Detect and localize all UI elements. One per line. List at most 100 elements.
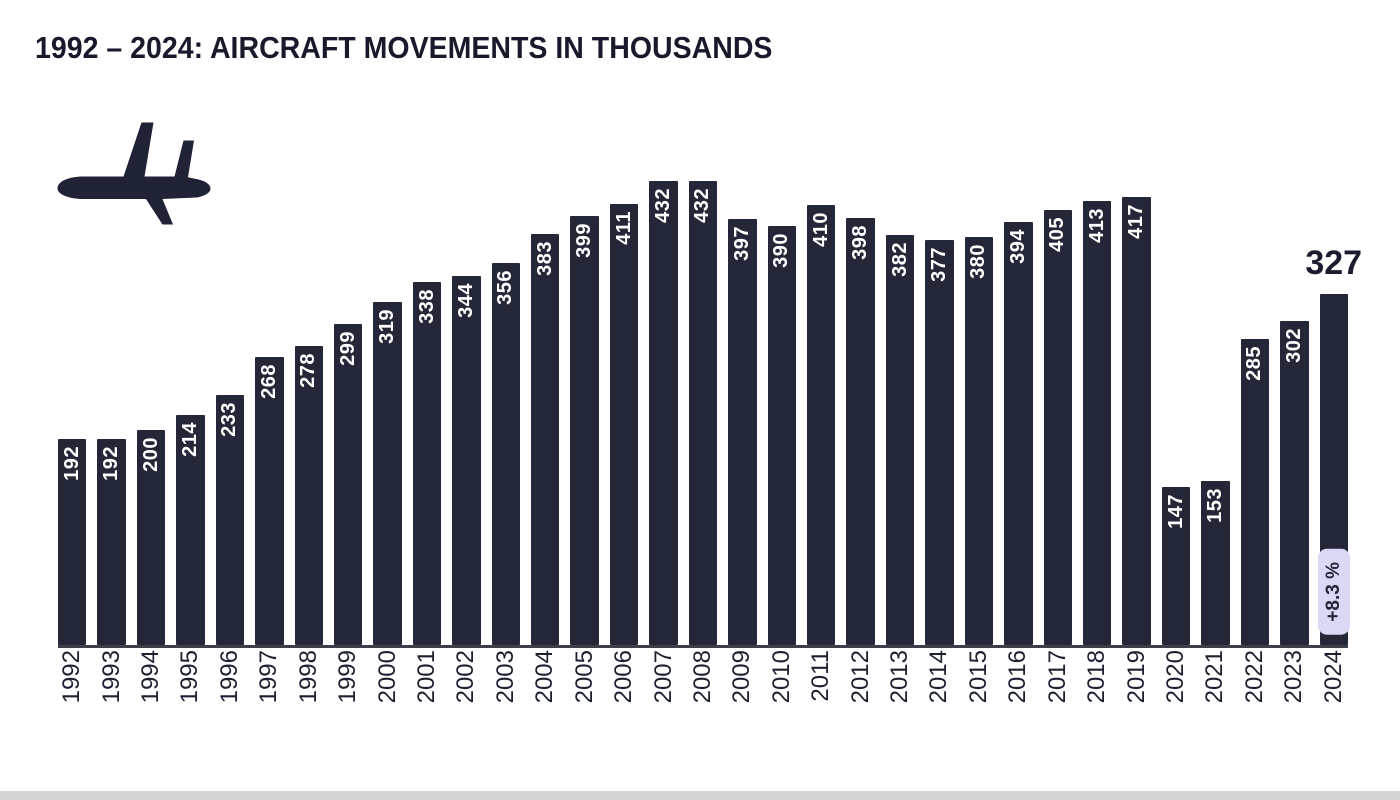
bar-value-label: 377	[927, 247, 950, 282]
bar-2022: 285	[1240, 339, 1270, 645]
bar-1993: 192	[97, 439, 126, 645]
bar-value-label: 319	[376, 309, 399, 344]
highlight-value-label: 327	[1305, 244, 1363, 282]
year-label: 2000	[373, 650, 401, 704]
bar-value-label: 390	[770, 233, 793, 268]
bar-2012: 398	[846, 218, 875, 645]
year-label: 2013	[886, 650, 914, 704]
year-label: 2021	[1201, 650, 1229, 704]
bar-1998: 278	[294, 346, 323, 645]
bar-value-label: 356	[494, 270, 517, 305]
growth-badge: +8.3 %	[1317, 549, 1350, 635]
bar-value-label: 432	[652, 188, 675, 223]
year-label: 2008	[688, 650, 716, 704]
bar-2014: 377	[925, 240, 954, 645]
bar-2023: 302	[1280, 321, 1309, 645]
bar-2003: 356	[491, 263, 521, 645]
bar-2007: 432	[649, 181, 678, 645]
year-label: 2002	[452, 650, 480, 704]
bar-value-label: 380	[967, 244, 990, 279]
airplane-icon	[57, 122, 211, 225]
year-axis: 1992 1993 1994 1995 1996 1997 1998 1999 2000 2001…	[58, 650, 1348, 750]
bar-2009: 397	[728, 219, 757, 645]
year-label: 2020	[1162, 650, 1190, 704]
bar-value-label: 192	[60, 446, 83, 481]
bar-2017: 405	[1043, 210, 1072, 645]
bar-1996: 233	[215, 395, 245, 645]
bar-2001: 338	[412, 282, 442, 645]
bar-value-label: 344	[454, 283, 477, 318]
bar-value-label: 233	[218, 402, 241, 437]
bar-2016: 394	[1004, 222, 1033, 645]
bottom-strip	[0, 791, 1400, 800]
year-label: 2017	[1043, 650, 1071, 704]
bar-2013: 382	[885, 235, 915, 645]
bar-value-label: 147	[1164, 494, 1187, 529]
bar-value-label: 214	[178, 422, 201, 457]
bar-value-label: 268	[257, 364, 280, 399]
bar-2011: 410	[807, 205, 836, 645]
bar-2019: 417	[1122, 197, 1151, 645]
year-label: 2004	[531, 650, 559, 704]
year-label: 2006	[610, 650, 638, 704]
bar-value-label: 398	[849, 225, 872, 260]
bar-value-label: 417	[1125, 204, 1148, 239]
bar-2000: 319	[373, 302, 402, 645]
bars: 192 192 200 214 233 268 278 299 319 338 344 356 383 3…	[58, 181, 1362, 648]
year-label: 2019	[1122, 650, 1150, 704]
bar-1994: 200	[136, 430, 166, 645]
bar-2004: 383	[531, 234, 560, 645]
bar-2010: 390	[767, 226, 797, 645]
bar-2002: 344	[452, 276, 481, 645]
year-label: 2011	[807, 650, 835, 702]
bar-value-label: 413	[1085, 208, 1108, 243]
year-label: 2024	[1319, 650, 1347, 704]
bar-value-label: 405	[1046, 217, 1069, 252]
bar-value-label: 411	[612, 211, 635, 245]
bar-value-label: 397	[730, 226, 753, 261]
year-label: 1994	[137, 650, 165, 704]
year-label: 1993	[97, 650, 125, 704]
bar-1997: 268	[255, 357, 284, 645]
year-label: 2012	[846, 650, 874, 704]
bar-2020: 147	[1161, 487, 1191, 645]
bar-value-label: 299	[336, 331, 359, 366]
bar-1992: 192	[58, 439, 87, 645]
bar-value-label: 399	[573, 223, 596, 258]
year-label: 1996	[215, 650, 243, 704]
year-label: 2014	[925, 650, 953, 704]
chart-title: 1992 – 2024: AIRCRAFT MOVEMENTS IN THOUS…	[35, 30, 773, 65]
bar-2006: 411	[609, 204, 639, 645]
year-label: 2007	[649, 650, 677, 704]
bar-2008: 432	[688, 181, 718, 645]
bar-value-label: 192	[100, 446, 123, 481]
bar-1999: 299	[333, 324, 363, 645]
bar-1995: 214	[176, 415, 205, 645]
bar-2018: 413	[1082, 201, 1112, 645]
year-label: 2023	[1280, 650, 1308, 704]
year-label: 2003	[491, 650, 519, 704]
year-label: 2022	[1240, 650, 1268, 704]
year-label: 1999	[334, 650, 362, 704]
year-label: 2010	[767, 650, 795, 704]
bar-2015: 380	[964, 237, 994, 645]
bar-value-label: 432	[691, 188, 714, 223]
year-label: 1998	[294, 650, 322, 704]
year-label: 2016	[1004, 650, 1032, 704]
bar-value-label: 302	[1282, 328, 1305, 363]
bar-value-label: 285	[1243, 346, 1266, 381]
year-label: 2005	[570, 650, 598, 704]
bar-value-label: 410	[809, 212, 832, 247]
year-label: 1995	[176, 650, 204, 704]
bar-value-label: 338	[415, 289, 438, 324]
bar-value-label: 153	[1203, 488, 1226, 523]
bar-value-label: 382	[888, 242, 911, 277]
bar-value-label: 278	[297, 353, 320, 388]
bar-value-label: 394	[1006, 229, 1029, 264]
bar-2005: 399	[570, 216, 599, 645]
bar-2024: 327 +8.3 %	[1305, 244, 1362, 645]
bar-2021: 153	[1201, 481, 1230, 645]
year-label: 2001	[413, 650, 440, 704]
year-label: 2015	[964, 650, 992, 704]
year-label: 2018	[1083, 650, 1111, 704]
